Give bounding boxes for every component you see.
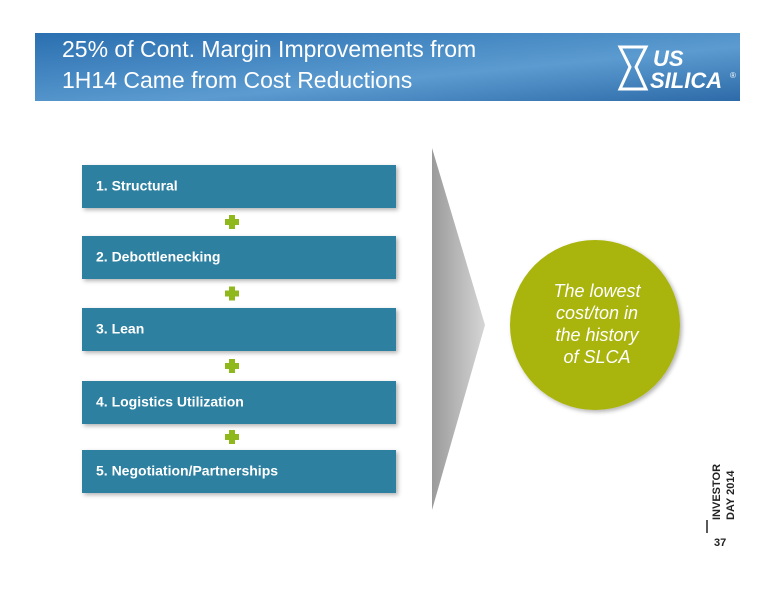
callout-line: The lowest bbox=[553, 281, 641, 301]
title-line: 1H14 Came from Cost Reductions bbox=[62, 67, 412, 93]
callout-line: of SLCA bbox=[563, 347, 630, 367]
steps: 1. Structural 2. Debottlenecking 3. Lean 4.… bbox=[82, 165, 396, 493]
step-label: 3. Lean bbox=[96, 321, 144, 337]
arrow bbox=[432, 148, 485, 510]
event-line: DAY 2014 bbox=[725, 470, 737, 520]
event-line: INVESTOR bbox=[711, 464, 723, 520]
step-label: 1. Structural bbox=[96, 178, 178, 194]
page-number: 37 bbox=[714, 537, 726, 549]
step-label: 2. Debottlenecking bbox=[96, 249, 220, 265]
callout-circle bbox=[510, 240, 680, 410]
footer: INVESTOR DAY 2014 37 bbox=[706, 464, 737, 549]
plus-icon bbox=[225, 430, 239, 444]
plus-icon bbox=[225, 215, 239, 229]
logo-mark: ® bbox=[730, 71, 736, 80]
plus-icon bbox=[225, 286, 239, 301]
step-box bbox=[82, 236, 396, 279]
step-box bbox=[82, 450, 396, 493]
step-box bbox=[82, 165, 396, 208]
logo-text: US bbox=[653, 46, 684, 71]
callout-line: cost/ton in bbox=[556, 303, 638, 323]
title-line: 25% of Cont. Margin Improvements from bbox=[62, 36, 476, 62]
plus-icon bbox=[225, 359, 239, 373]
step-label: 4. Logistics Utilization bbox=[96, 394, 244, 410]
step-label: 5. Negotiation/Partnerships bbox=[96, 463, 278, 479]
step-box bbox=[82, 308, 396, 351]
step-box bbox=[82, 381, 396, 424]
logo: US SILICA ® bbox=[617, 45, 736, 93]
logo-text: SILICA bbox=[650, 68, 722, 93]
callout-line: the history bbox=[555, 325, 639, 345]
